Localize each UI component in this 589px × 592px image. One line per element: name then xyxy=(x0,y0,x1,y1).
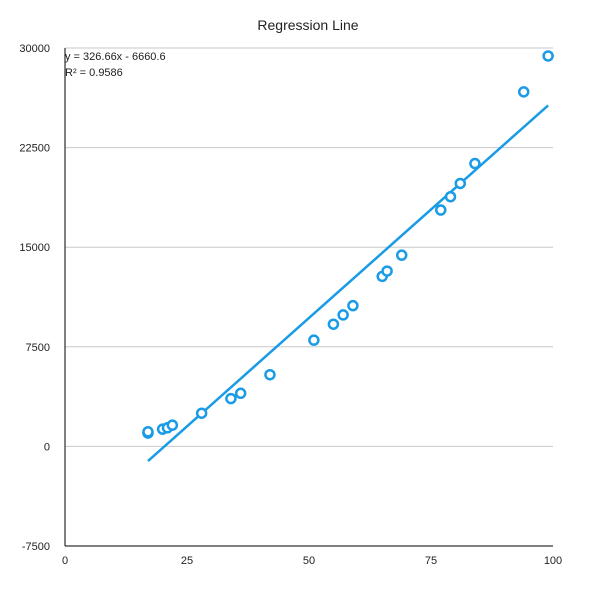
tick-labels: -7500 0 7500 15000 22500 30000 0 25 50 75 100 xyxy=(19,43,562,567)
data-point xyxy=(435,204,447,216)
y-tick-label: -7500 xyxy=(22,541,50,553)
data-point xyxy=(264,368,276,381)
r-squared-label: R² = 0.9586 xyxy=(65,67,123,79)
data-point xyxy=(308,334,320,346)
data-point xyxy=(142,426,154,438)
regression-trendline xyxy=(147,104,549,463)
data-point xyxy=(347,299,359,312)
y-tick-label: 7500 xyxy=(26,342,50,354)
data-point xyxy=(234,387,247,400)
data-point xyxy=(517,86,530,98)
axes xyxy=(64,48,553,547)
x-tick-label: 0 xyxy=(62,555,68,567)
chart-title: Regression Line xyxy=(257,17,358,33)
data-point xyxy=(381,265,393,277)
data-points xyxy=(142,50,554,439)
y-tick-label: 15000 xyxy=(19,242,50,254)
data-point xyxy=(542,50,554,62)
y-tick-label: 0 xyxy=(44,441,50,453)
x-tick-label: 75 xyxy=(425,555,437,567)
x-tick-label: 50 xyxy=(303,555,315,567)
y-tick-label: 30000 xyxy=(19,43,50,55)
x-tick-label: 25 xyxy=(181,555,193,567)
trendline-layer xyxy=(147,104,549,463)
data-point xyxy=(225,392,237,405)
data-point xyxy=(337,309,349,321)
data-point xyxy=(444,190,457,203)
data-point xyxy=(395,249,408,261)
x-tick-label: 100 xyxy=(544,555,562,567)
data-point xyxy=(469,157,481,170)
trendline-equation: y = 326.66x - 6660.6 xyxy=(65,51,166,63)
grid-lines xyxy=(65,47,553,447)
data-point xyxy=(166,419,179,431)
data-point xyxy=(195,407,208,419)
data-point xyxy=(327,318,340,330)
y-tick-label: 22500 xyxy=(19,143,50,155)
data-point xyxy=(454,177,467,190)
